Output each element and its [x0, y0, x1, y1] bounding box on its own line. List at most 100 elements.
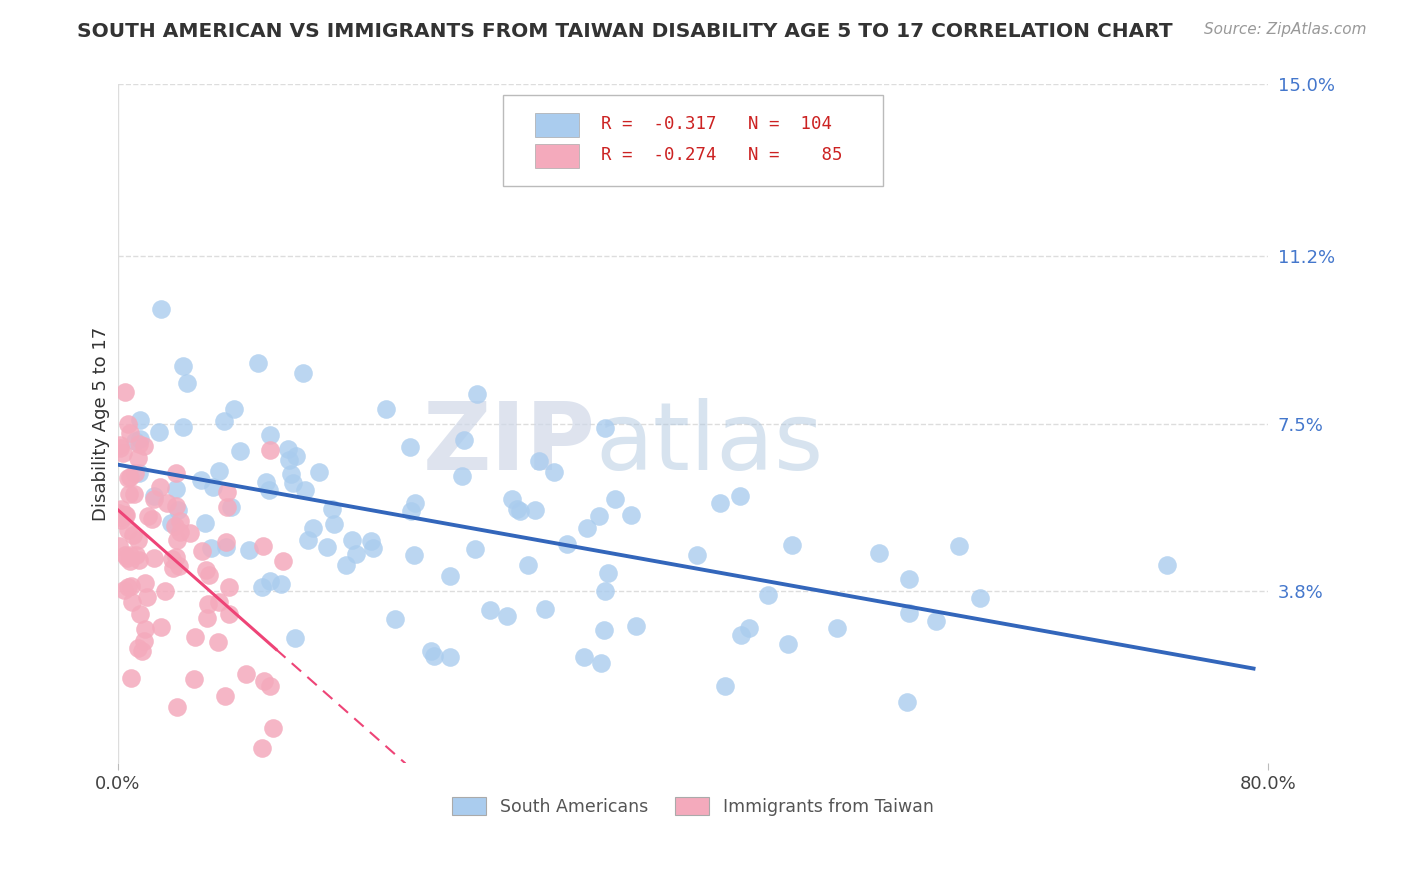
- Point: [191, 544, 214, 558]
- Point: [284, 631, 307, 645]
- Point: [127, 640, 149, 655]
- Point: [150, 301, 173, 316]
- Point: [284, 449, 307, 463]
- Point: [121, 579, 143, 593]
- Point: [207, 595, 229, 609]
- Point: [321, 501, 343, 516]
- Point: [969, 591, 991, 605]
- Point: [207, 464, 229, 478]
- Point: [117, 417, 139, 432]
- Point: [323, 517, 346, 532]
- Point: [118, 470, 141, 484]
- Point: [897, 606, 920, 620]
- Bar: [536, 145, 579, 168]
- Point: [124, 466, 146, 480]
- Point: [778, 637, 800, 651]
- Point: [603, 491, 626, 506]
- Point: [114, 508, 136, 523]
- Point: [165, 467, 187, 481]
- Point: [218, 580, 240, 594]
- Point: [197, 597, 219, 611]
- Point: [593, 583, 616, 598]
- Point: [543, 465, 565, 479]
- FancyBboxPatch shape: [503, 95, 883, 186]
- Point: [709, 496, 731, 510]
- Point: [215, 534, 238, 549]
- Point: [308, 466, 330, 480]
- Point: [259, 428, 281, 442]
- Point: [172, 420, 194, 434]
- Point: [591, 656, 613, 670]
- Point: [465, 387, 488, 401]
- Point: [134, 575, 156, 590]
- Point: [228, 444, 250, 458]
- Point: [219, 500, 242, 514]
- Point: [134, 622, 156, 636]
- Point: [118, 548, 141, 562]
- Point: [215, 540, 238, 554]
- Point: [576, 521, 599, 535]
- Point: [165, 550, 187, 565]
- Point: [128, 466, 150, 480]
- Point: [114, 508, 136, 523]
- Point: [118, 426, 141, 441]
- Point: [142, 489, 165, 503]
- Point: [598, 566, 620, 581]
- Point: [624, 619, 647, 633]
- Point: [238, 542, 260, 557]
- Point: [246, 356, 269, 370]
- Point: [588, 509, 610, 524]
- Point: [132, 439, 155, 453]
- Point: [143, 550, 166, 565]
- Point: [420, 644, 443, 658]
- Point: [143, 492, 166, 507]
- Point: [194, 516, 217, 530]
- Point: [222, 402, 245, 417]
- Point: [257, 483, 280, 497]
- Point: [897, 572, 920, 586]
- Point: [108, 539, 131, 553]
- Point: [117, 523, 139, 537]
- Point: [294, 483, 316, 497]
- Point: [110, 501, 132, 516]
- Point: [402, 549, 425, 563]
- Point: [235, 667, 257, 681]
- Point: [253, 673, 276, 688]
- Point: [714, 680, 737, 694]
- Point: [360, 534, 382, 549]
- Point: [259, 679, 281, 693]
- Point: [124, 434, 146, 448]
- Point: [215, 500, 238, 514]
- Point: [254, 475, 277, 489]
- Text: ZIP: ZIP: [422, 399, 595, 491]
- Point: [214, 689, 236, 703]
- Point: [517, 558, 540, 572]
- Point: [131, 643, 153, 657]
- Point: [120, 671, 142, 685]
- Point: [340, 533, 363, 547]
- Point: [291, 367, 314, 381]
- Point: [374, 402, 396, 417]
- Point: [217, 485, 239, 500]
- Point: [112, 583, 135, 598]
- Point: [163, 519, 186, 533]
- Point: [505, 502, 527, 516]
- Point: [756, 589, 779, 603]
- Point: [160, 551, 183, 566]
- Point: [159, 516, 181, 530]
- Point: [110, 513, 132, 527]
- Point: [780, 538, 803, 552]
- Legend: South Americans, Immigrants from Taiwan: South Americans, Immigrants from Taiwan: [444, 790, 941, 822]
- Point: [509, 504, 531, 518]
- Point: [315, 540, 337, 554]
- Point: [122, 487, 145, 501]
- Point: [302, 521, 325, 535]
- Text: SOUTH AMERICAN VS IMMIGRANTS FROM TAIWAN DISABILITY AGE 5 TO 17 CORRELATION CHAR: SOUTH AMERICAN VS IMMIGRANTS FROM TAIWAN…: [77, 22, 1173, 41]
- Point: [730, 628, 752, 642]
- Point: [478, 602, 501, 616]
- Point: [451, 469, 474, 483]
- Point: [128, 437, 150, 451]
- Point: [399, 440, 422, 454]
- Point: [868, 546, 890, 560]
- Point: [169, 525, 191, 540]
